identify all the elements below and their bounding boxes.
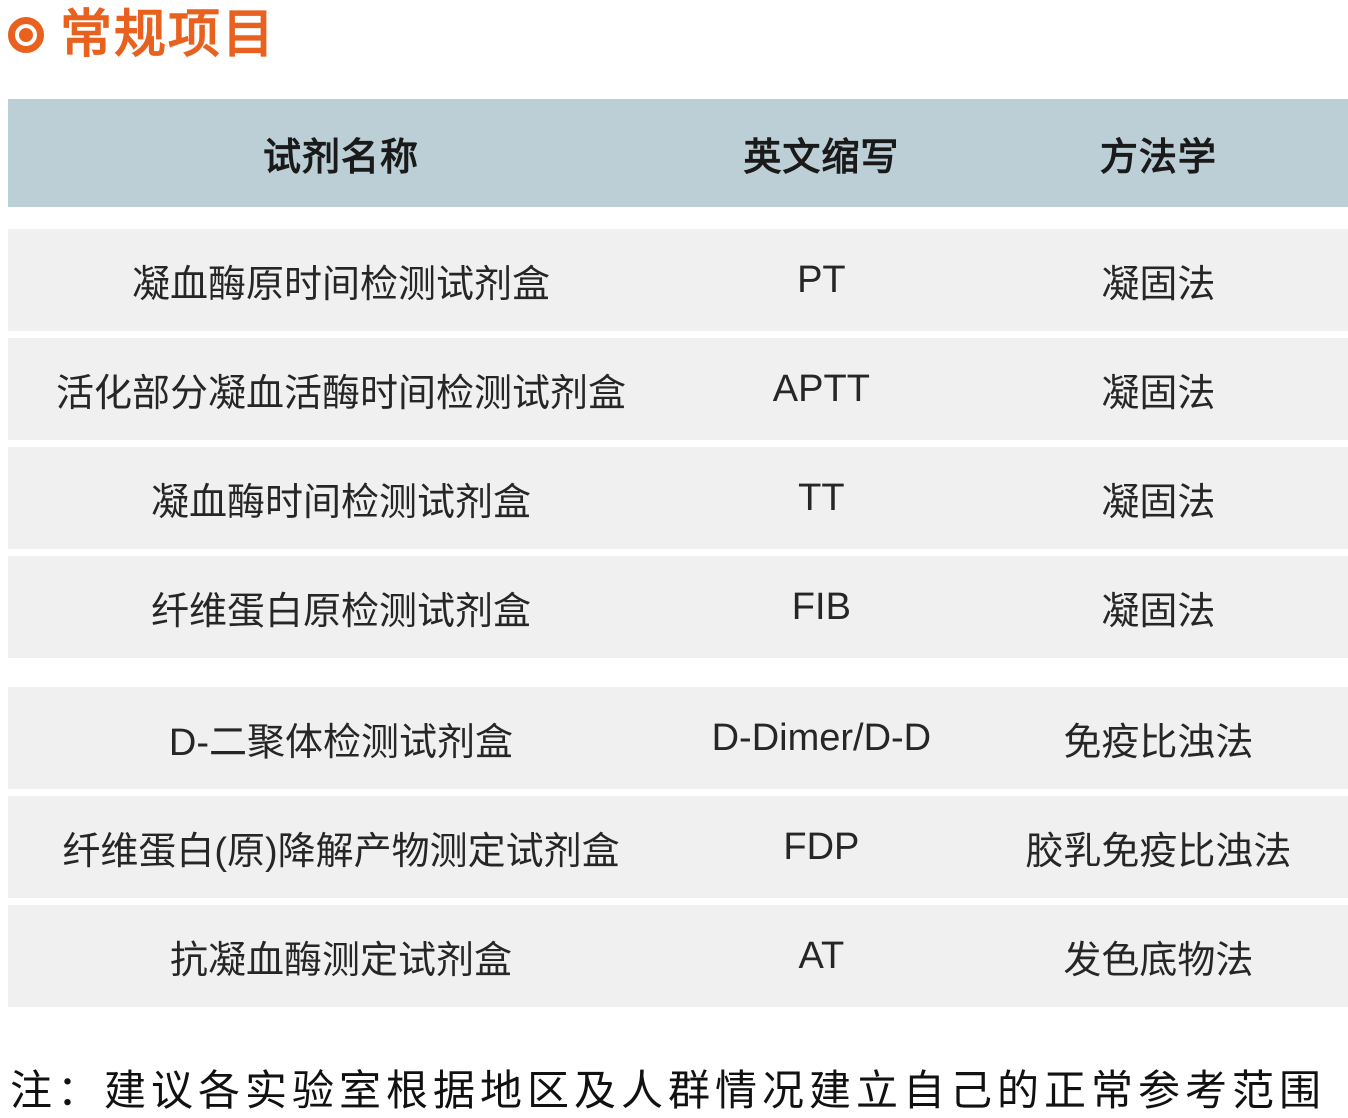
footnote: 注：建议各实验室根据地区及人群情况建立自己的正常参考范围: [10, 1069, 1327, 1115]
cell-abbreviation: TT: [798, 476, 845, 519]
cell-methodology: 凝固法: [1101, 481, 1216, 524]
cell-abbreviation: APTT: [772, 367, 870, 410]
cell-reagent-name: 凝血酶原时间检测试剂盒: [131, 263, 550, 306]
table-row: 凝血酶时间检测试剂盒 TT 凝固法: [8, 447, 1348, 549]
page-title: 常规项目: [60, 6, 277, 64]
table-row: 凝血酶原时间检测试剂盒 PT 凝固法: [8, 229, 1348, 331]
cell-abbreviation: D-Dimer/D-D: [711, 716, 932, 759]
cell-reagent-name: 纤维蛋白原检测试剂盒: [150, 590, 531, 633]
cell-methodology: 凝固法: [1101, 263, 1216, 306]
bullseye-icon: [8, 17, 44, 53]
header-cell-reagent-name: 试剂名称: [262, 136, 419, 179]
cell-reagent-name: 凝血酶时间检测试剂盒: [150, 481, 531, 524]
cell-reagent-name: 活化部分凝血活酶时间检测试剂盒: [55, 372, 626, 415]
cell-abbreviation: FIB: [791, 585, 851, 628]
cell-abbreviation: PT: [797, 258, 846, 301]
cell-abbreviation: AT: [798, 934, 845, 977]
cell-methodology: 凝固法: [1101, 372, 1216, 415]
table-row: 纤维蛋白(原)降解产物测定试剂盒 FDP 胶乳免疫比浊法: [8, 796, 1348, 898]
cell-methodology: 胶乳免疫比浊法: [1025, 830, 1292, 873]
header-cell-methodology: 方法学: [1099, 136, 1217, 179]
header-cell-abbreviation: 英文缩写: [743, 136, 900, 179]
section-title-row: 常规项目: [8, 4, 1348, 66]
table-row: 活化部分凝血活酶时间检测试剂盒 APTT 凝固法: [8, 338, 1348, 440]
cell-abbreviation: FDP: [783, 825, 860, 868]
cell-reagent-name: D-二聚体检测试剂盒: [168, 721, 514, 764]
table-row: 纤维蛋白原检测试剂盒 FIB 凝固法: [8, 556, 1348, 658]
table-header-row: 试剂名称 英文缩写 方法学: [8, 99, 1348, 207]
table-row: D-二聚体检测试剂盒 D-Dimer/D-D 免疫比浊法: [8, 687, 1348, 789]
cell-methodology: 凝固法: [1101, 590, 1216, 633]
reagent-table: 试剂名称 英文缩写 方法学 凝血酶原时间检测试剂盒 PT 凝固法 活化部分凝血活…: [8, 99, 1348, 1007]
cell-reagent-name: 纤维蛋白(原)降解产物测定试剂盒: [62, 830, 620, 873]
cell-reagent-name: 抗凝血酶测定试剂盒: [169, 939, 512, 982]
cell-methodology: 发色底物法: [1063, 939, 1254, 982]
table-row: 抗凝血酶测定试剂盒 AT 发色底物法: [8, 905, 1348, 1007]
cell-methodology: 免疫比浊法: [1063, 721, 1254, 764]
table-group-divider: [8, 665, 1348, 687]
